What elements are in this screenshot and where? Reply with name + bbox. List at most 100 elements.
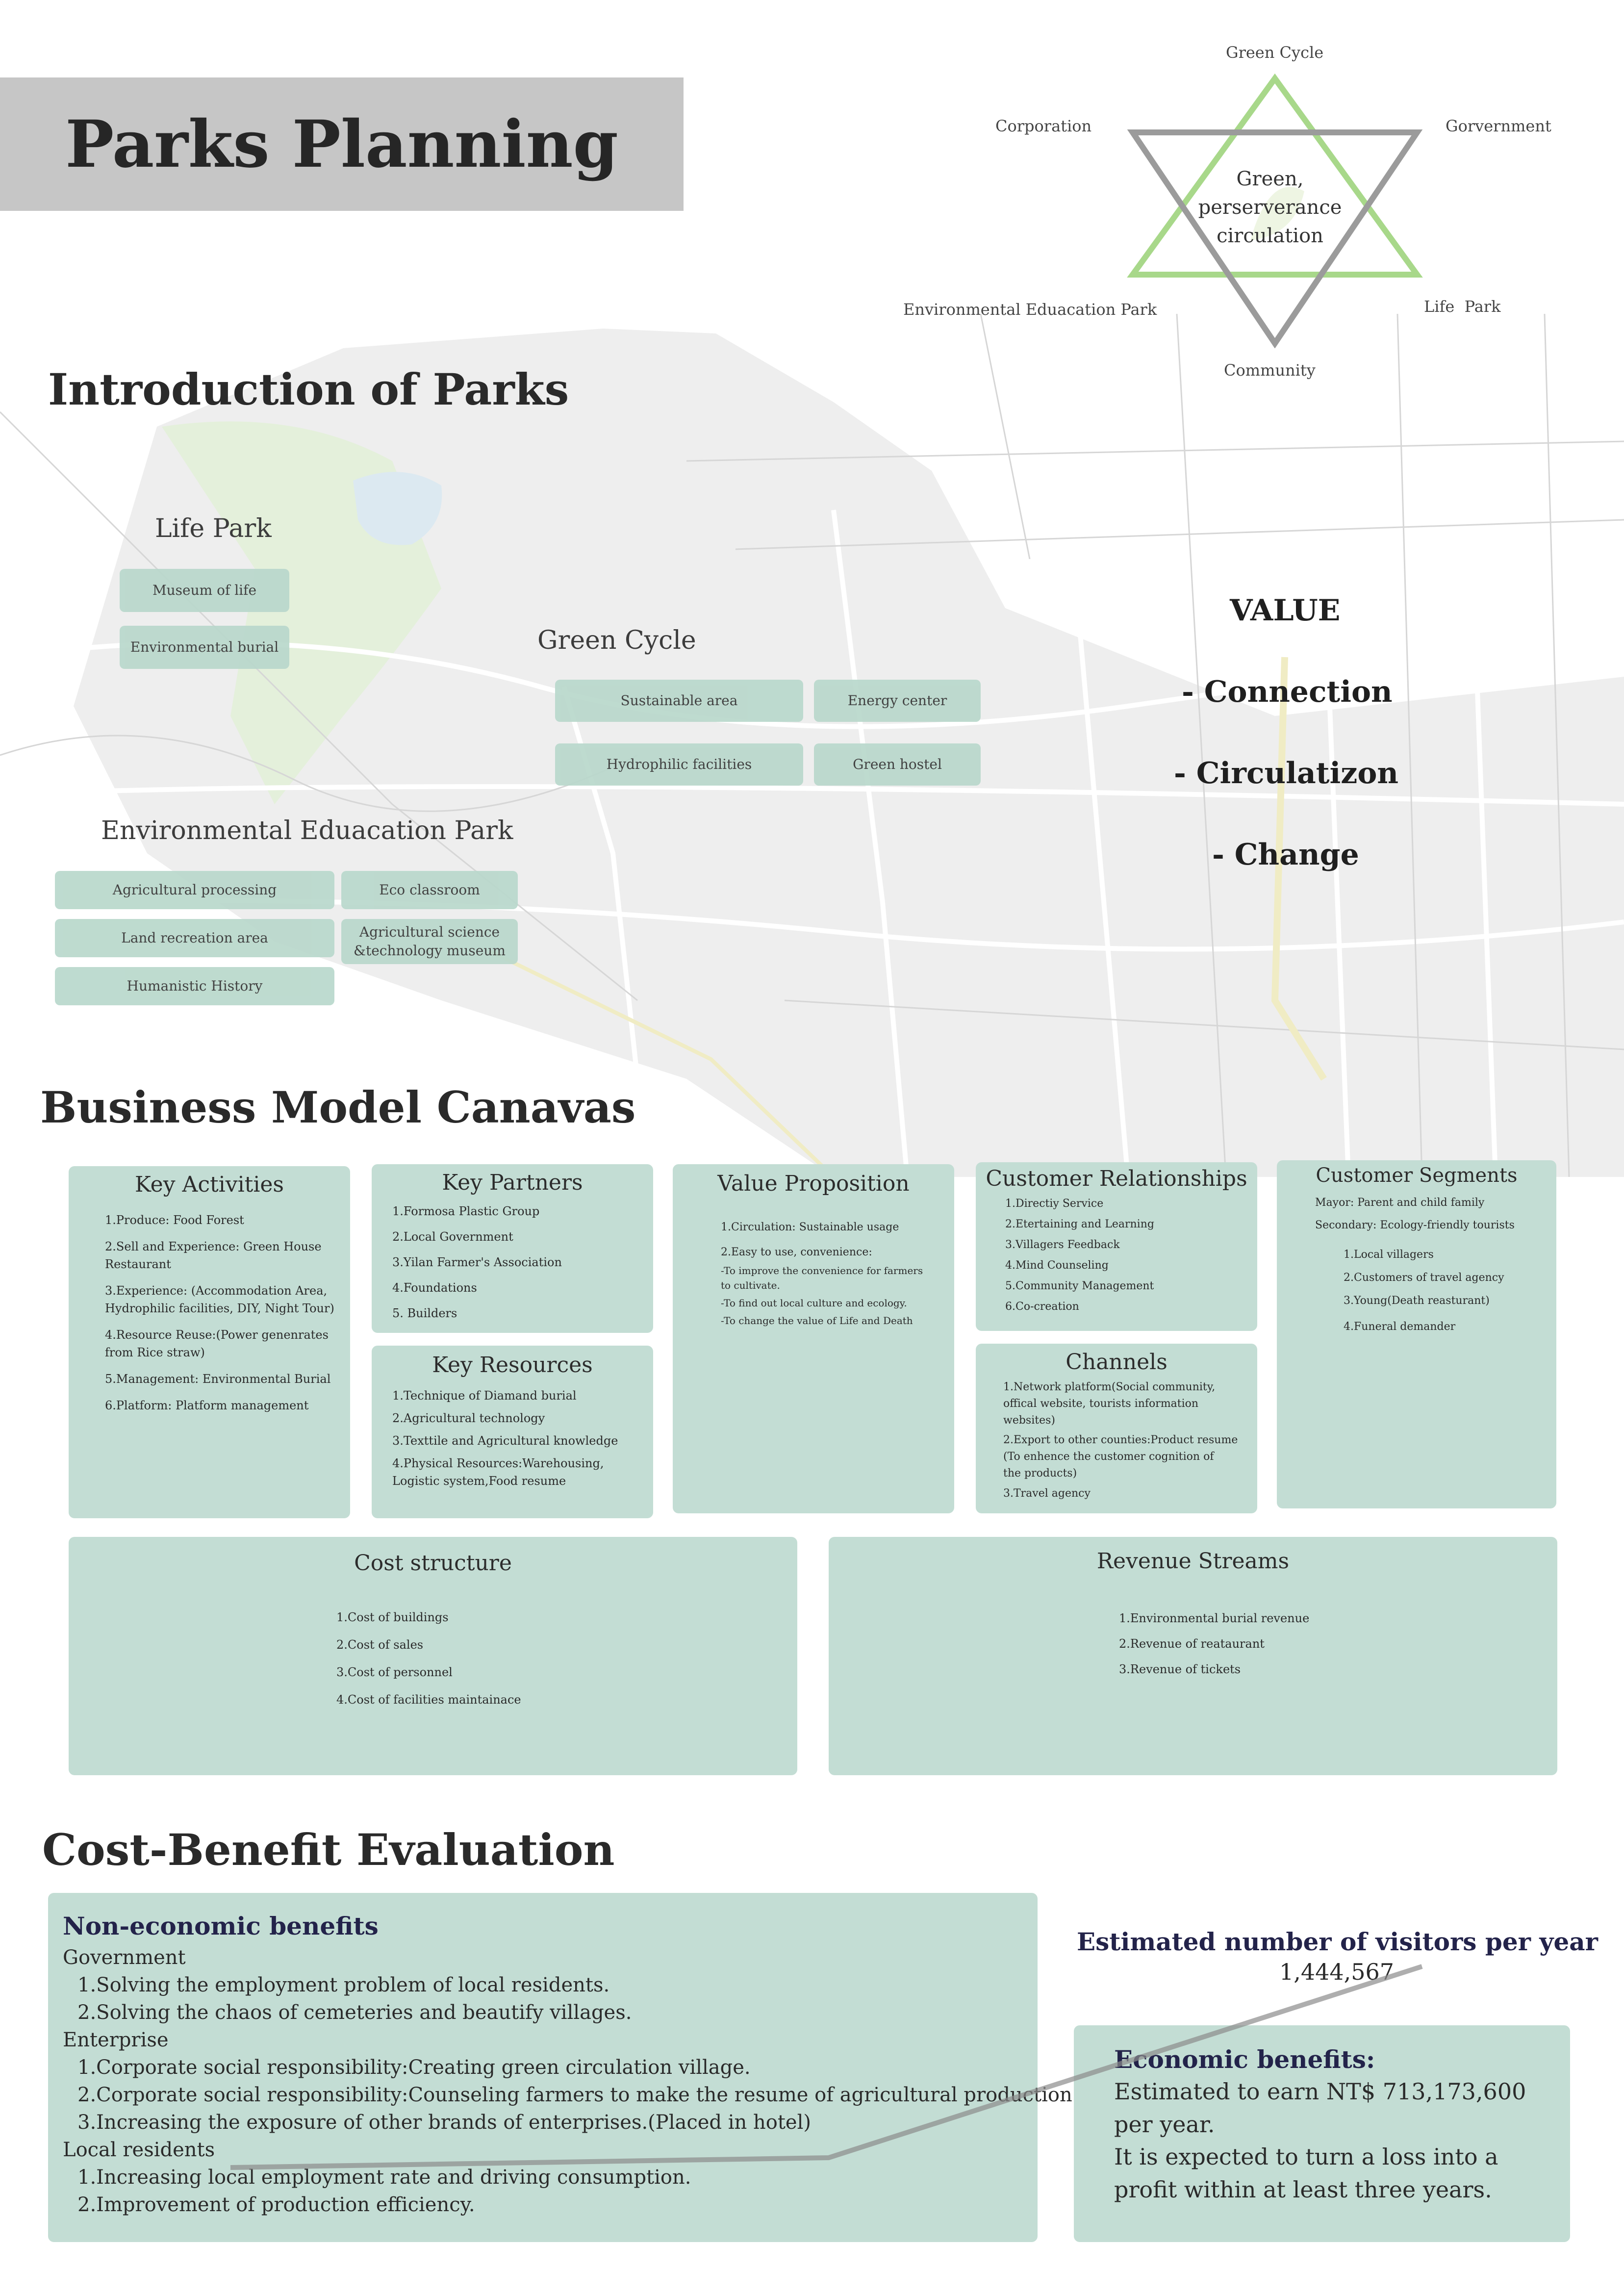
list-item: 1.Directiy Service	[1005, 1198, 1104, 1210]
list-item: 3.Experience: (Accommodation Area, Hydro…	[105, 1284, 334, 1315]
list-item: 2.Export to other counties:Product resum…	[1003, 1434, 1238, 1480]
center-line-2: perserverance	[1198, 196, 1342, 219]
tag-agricultural-processing: Agricultural processing	[55, 871, 334, 909]
list-item: 2.Corporate social responsibility:Counse…	[77, 2084, 1079, 2106]
list-item: 1.Corporate social responsibility:Creati…	[77, 2056, 751, 2079]
channels-title: Channels	[1066, 1350, 1167, 1375]
list-item: 2.Customers of travel agency	[1344, 1272, 1504, 1284]
title-banner	[0, 77, 684, 211]
list-item: 3.Yilan Farmer's Association	[392, 1255, 562, 1269]
non-economic-title: Non-economic benefits	[63, 1912, 379, 1940]
list-item: 5.Community Management	[1005, 1280, 1154, 1292]
list-item: 4.Funeral demander	[1344, 1321, 1456, 1333]
list-item: 3.Revenue of tickets	[1119, 1662, 1241, 1676]
list-item: 4.Physical Resources:Warehousing, Logist…	[392, 1456, 604, 1488]
list-item: 6.Platform: Platform management	[105, 1399, 309, 1412]
list-item: 2.Improvement of production efficiency.	[77, 2194, 475, 2216]
list-item: 1.Formosa Plastic Group	[392, 1204, 540, 1218]
list-item: 4.Resource Reuse:(Power genenrates from …	[105, 1328, 329, 1359]
diagram-center-text: Green, perserverance circulation	[1177, 165, 1363, 250]
center-line-3: circulation	[1217, 225, 1323, 247]
tag-energy-center: Energy center	[814, 680, 981, 722]
bmc-heading: Business Model Canavas	[40, 1082, 636, 1133]
list-item: 1.Environmental burial revenue	[1119, 1611, 1310, 1625]
list-item: -To improve the convenience for farmers …	[721, 1265, 923, 1291]
card-non-economic-benefits: Non-economic benefits Government 1.Solvi…	[48, 1893, 1078, 2242]
key-resources-title: Key Resources	[432, 1352, 593, 1378]
cost-benefit-heading: Cost-Benefit Evaluation	[42, 1824, 615, 1875]
tag-humanistic-history: Humanistic History	[55, 967, 334, 1005]
economic-line: Estimated to earn NT$ 713,173,600	[1114, 2078, 1526, 2105]
value-proposition-title: Value Proposition	[717, 1171, 910, 1196]
customer-segments-title: Customer Segments	[1316, 1164, 1518, 1187]
tag-land-recreation-area: Land recreation area	[55, 919, 334, 957]
list-item: 2.Local Government	[392, 1230, 513, 1244]
map-background	[0, 314, 1624, 1177]
card-value-proposition: Value Proposition 1.Circulation: Sustain…	[673, 1164, 954, 1513]
intro-heading: Introduction of Parks	[48, 364, 569, 415]
card-customer-relationships: Customer Relationships 1.Directiy Servic…	[976, 1162, 1257, 1331]
list-item: 2.Sell and Experience: Green House Resta…	[105, 1240, 322, 1271]
visitors-value: 1,444,567	[1279, 1959, 1395, 1985]
non-economic-body: Government 1.Solving the employment prob…	[63, 1944, 1078, 2219]
diagram-bottom-label: Community	[1224, 361, 1316, 380]
list-item: 4.Cost of facilities maintainace	[336, 1693, 521, 1707]
list-item: 3.Increasing the exposure of other brand…	[77, 2111, 811, 2134]
list-item: 1.Circulation: Sustainable usage	[721, 1221, 899, 1233]
list-item: 5. Builders	[392, 1306, 457, 1320]
key-activities-title: Key Activities	[134, 1172, 284, 1197]
diagram-left-label: Corporation	[995, 117, 1092, 135]
key-partners-title: Key Partners	[442, 1170, 583, 1195]
customer-segments-primary: Mayor: Parent and child family	[1315, 1197, 1485, 1209]
customer-relationships-list: 1.Directiy Service 2.Etertaining and Lea…	[1005, 1196, 1250, 1318]
customer-relationships-title: Customer Relationships	[986, 1166, 1247, 1191]
tag-eco-classroom: Eco classroom	[341, 871, 518, 909]
list-item: 2.Solving the chaos of cemeteries and be…	[77, 2001, 632, 2024]
cost-structure-title: Cost structure	[354, 1551, 512, 1576]
list-item: 2.Etertaining and Learning	[1005, 1218, 1154, 1230]
list-item: 4.Mind Counseling	[1005, 1259, 1109, 1272]
card-key-resources: Key Resources 1.Technique of Diamand bur…	[372, 1346, 653, 1518]
revenue-streams-list: 1.Environmental burial revenue 2.Revenue…	[1119, 1609, 1511, 1687]
value-proposition-list: 1.Circulation: Sustainable usage 2.Easy …	[721, 1219, 946, 1331]
card-customer-segments: Customer Segments Mayor: Parent and chil…	[1277, 1160, 1556, 1508]
list-item: 1.Increasing local employment rate and d…	[77, 2166, 691, 2189]
list-item: 3.Young(Death reasturant)	[1344, 1295, 1490, 1307]
value-title: VALUE	[1230, 593, 1341, 628]
center-line-1: Green,	[1236, 168, 1304, 190]
card-channels: Channels 1.Network platform(Social commu…	[976, 1344, 1257, 1513]
tag-sustainable-area: Sustainable area	[555, 680, 803, 722]
revenue-streams-title: Revenue Streams	[1096, 1549, 1290, 1574]
list-item: 1.Produce: Food Forest	[105, 1213, 244, 1227]
value-circulation: - Circulatizon	[1174, 756, 1398, 791]
visitors-label: Estimated number of visitors per year	[1077, 1927, 1598, 1956]
economic-title: Economic benefits:	[1114, 2045, 1375, 2074]
economic-body: Estimated to earn NT$ 713,173,600 per ye…	[1114, 2075, 1526, 2206]
list-item: 2.Agricultural technology	[392, 1411, 545, 1425]
key-resources-list: 1.Technique of Diamand burial 2.Agricult…	[392, 1387, 647, 1493]
tag-environmental-burial: Environmental burial	[120, 626, 289, 669]
list-item: 4.Foundations	[392, 1281, 477, 1295]
list-item: -To change the value of Life and Death	[721, 1315, 913, 1327]
list-item: 6.Co-creation	[1005, 1301, 1079, 1313]
economic-line: profit within at least three years.	[1114, 2176, 1492, 2203]
list-item: 3.Cost of personnel	[336, 1665, 453, 1679]
value-change: - Change	[1212, 838, 1359, 872]
diagram-right-label: Gorvernment	[1446, 117, 1551, 135]
list-item: 5.Management: Environmental Burial	[105, 1372, 331, 1386]
key-activities-list: 1.Produce: Food Forest 2.Sell and Experi…	[105, 1211, 345, 1423]
value-connection: - Connection	[1182, 675, 1393, 709]
customer-segments-list: 1.Local villagers 2.Customers of travel …	[1344, 1247, 1549, 1344]
tag-museum-of-life: Museum of life	[120, 569, 289, 612]
card-economic-benefits: Economic benefits: Estimated to earn NT$…	[1074, 2025, 1570, 2242]
list-item: 2.Easy to use, convenience:	[721, 1246, 872, 1258]
group-label-enterprise: Enterprise	[63, 2029, 169, 2051]
list-item: 1.Solving the employment problem of loca…	[77, 1974, 610, 1996]
key-partners-list: 1.Formosa Plastic Group 2.Local Governme…	[392, 1202, 647, 1325]
list-item: 2.Cost of sales	[336, 1638, 424, 1652]
group-label-government: Government	[63, 1946, 186, 1969]
economic-line: It is expected to turn a loss into a	[1114, 2143, 1498, 2170]
list-item: -To find out local culture and ecology.	[721, 1297, 907, 1309]
green-cycle-name: Green Cycle	[537, 626, 696, 655]
diagram-bottom-right-label: Life Park	[1424, 297, 1501, 316]
